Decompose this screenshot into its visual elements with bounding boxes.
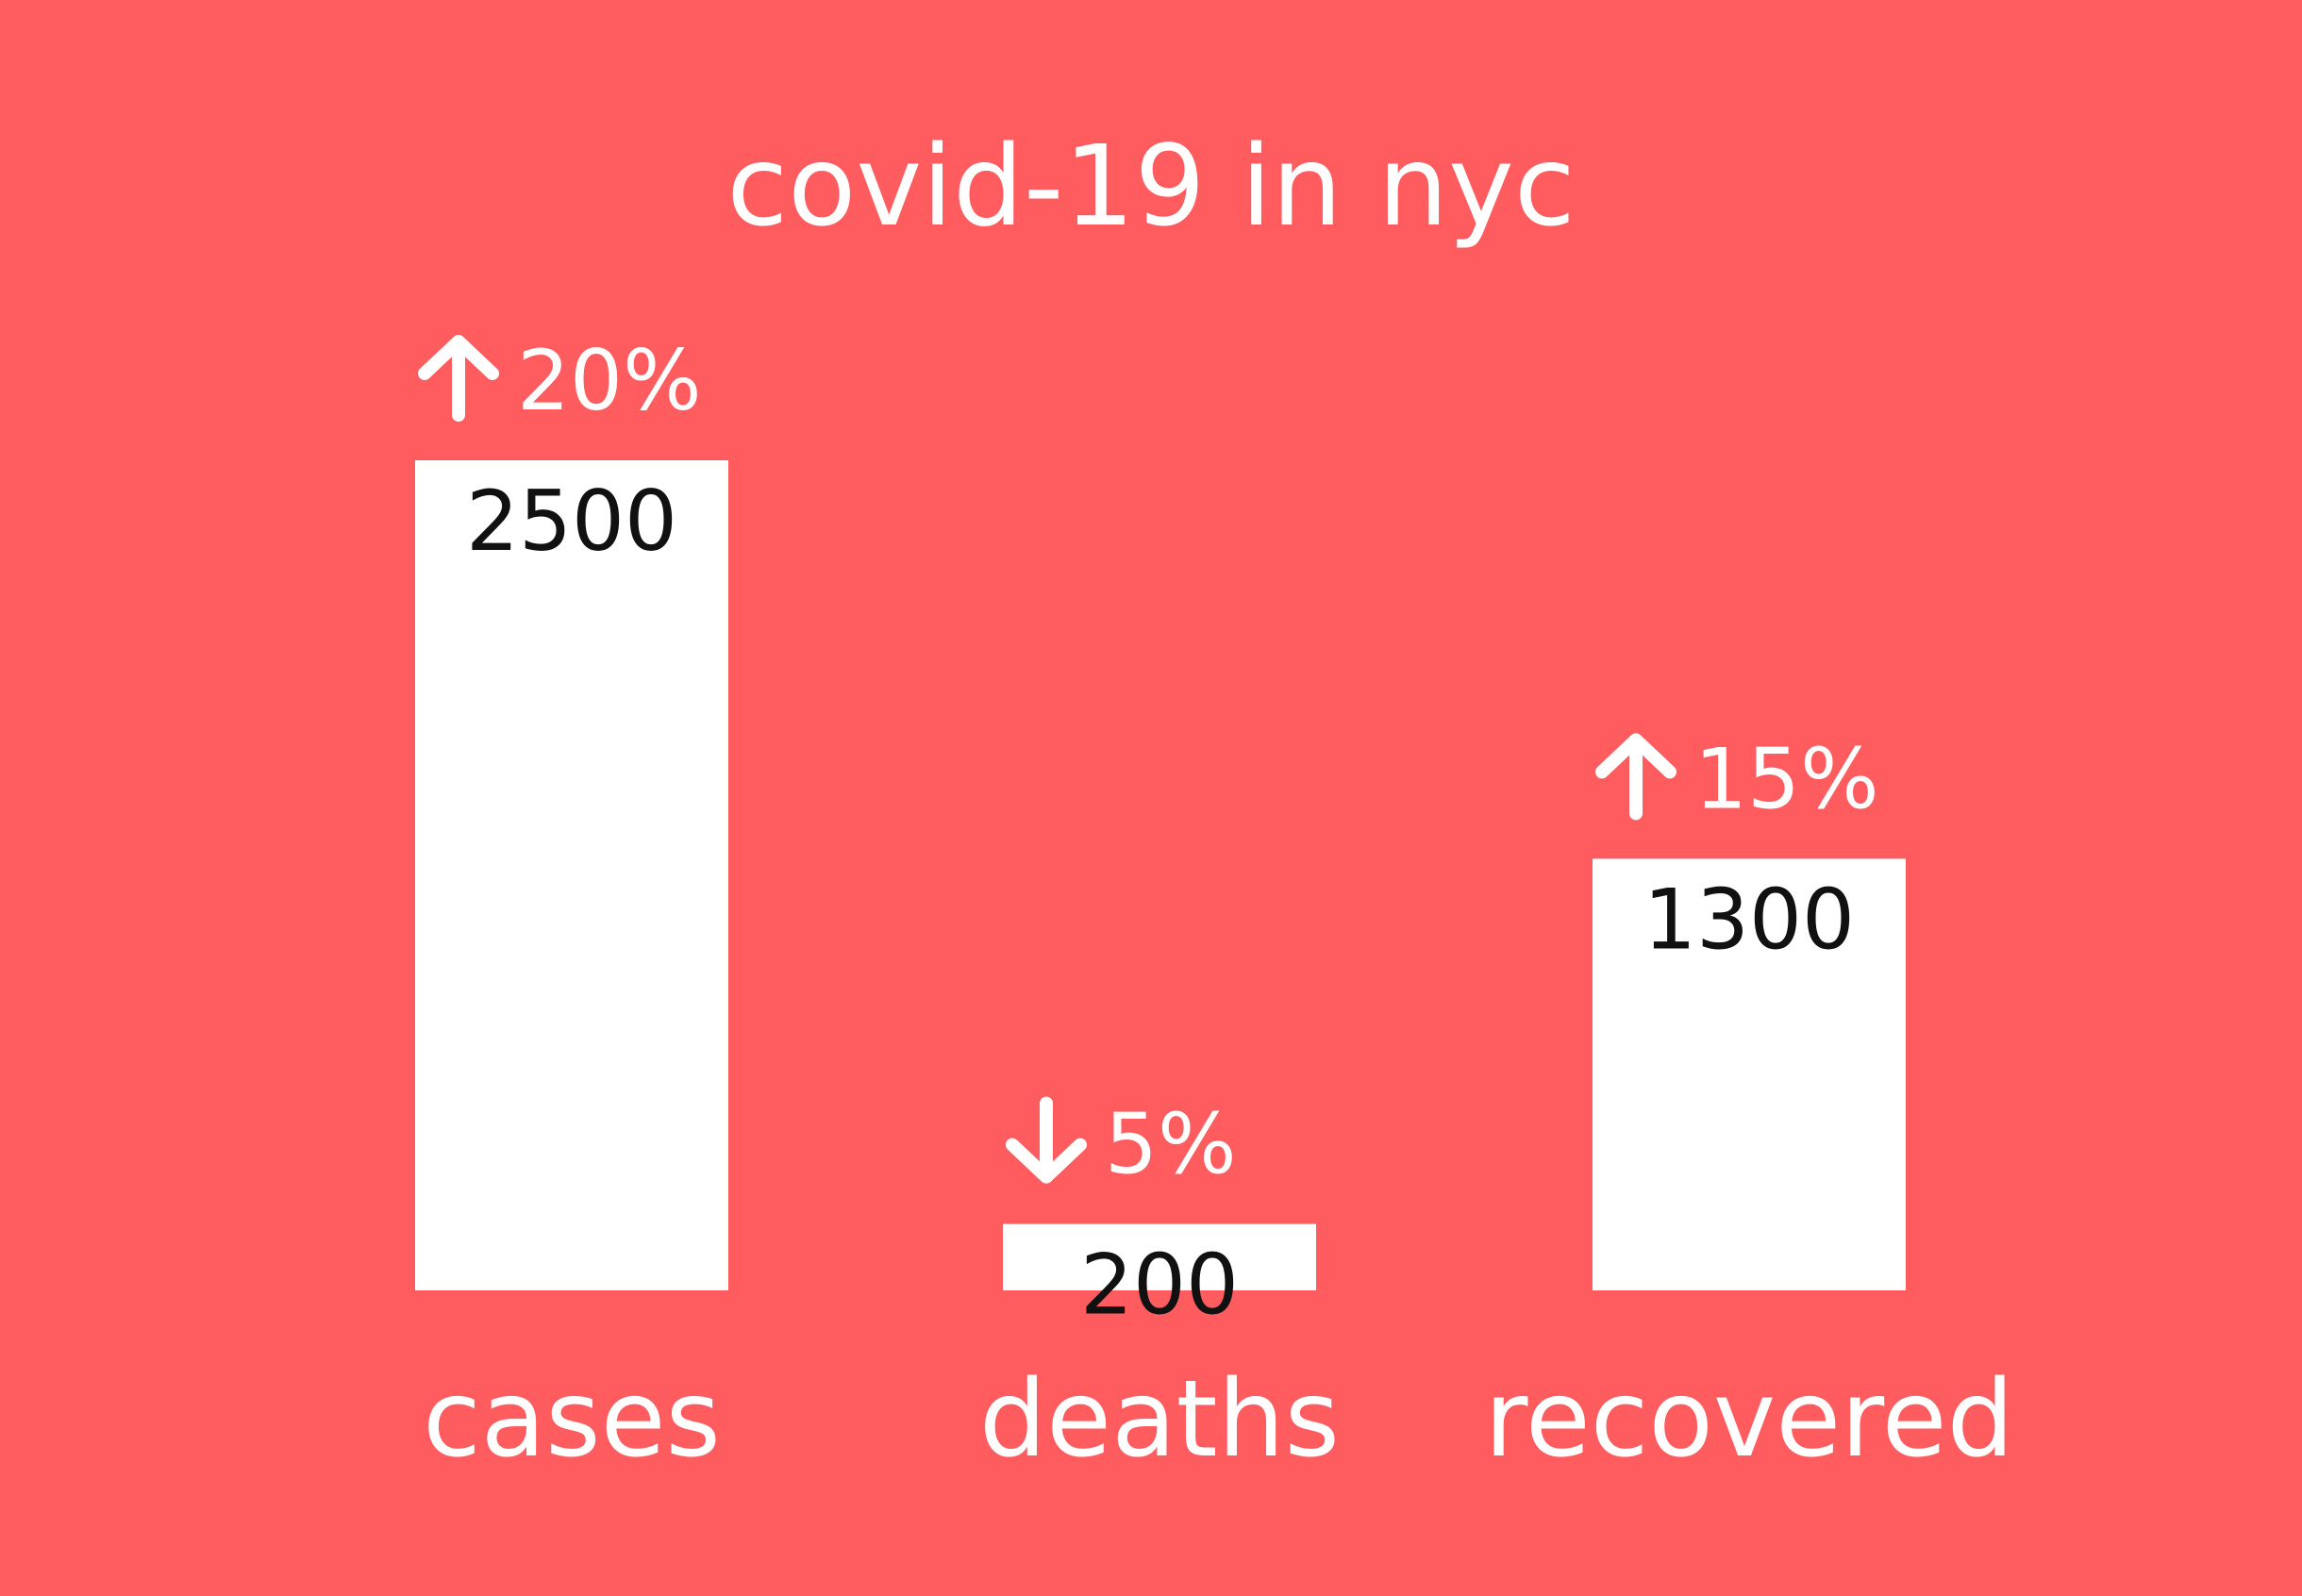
bar-value-deaths: 200	[1080, 1237, 1239, 1334]
category-label-cases: cases	[423, 1358, 721, 1481]
category-label-deaths: deaths	[979, 1358, 1340, 1481]
bar-cases	[415, 460, 728, 1290]
bar-value-recovered: 1300	[1643, 871, 1855, 968]
bar-group-deaths: 200 5% deaths	[979, 1096, 1340, 1481]
arrow-up-icon	[418, 335, 499, 422]
change-label-deaths: 5%	[1105, 1096, 1237, 1193]
bar-recovered	[1593, 858, 1906, 1290]
arrow-up-icon-path	[1595, 733, 1676, 821]
category-label-recovered: recovered	[1484, 1358, 2013, 1481]
bar-group-recovered: 1300 15% recovered	[1484, 730, 2013, 1481]
bars-layer: 2500 20% cases 200 5% deaths 1300 15% recovered	[415, 332, 2014, 1481]
bar-deaths	[1003, 1223, 1316, 1290]
chart-title: covid-19 in nyc	[726, 121, 1575, 251]
bar-value-cases: 2500	[466, 473, 677, 570]
arrow-down-icon	[1006, 1096, 1087, 1184]
arrow-up-icon	[1595, 733, 1676, 821]
change-label-cases: 20%	[517, 332, 702, 429]
arrow-down-icon-path	[1006, 1096, 1087, 1184]
arrow-up-icon-path	[418, 335, 499, 422]
change-label-recovered: 15%	[1694, 730, 1879, 827]
bar-group-cases: 2500 20% cases	[415, 332, 728, 1481]
